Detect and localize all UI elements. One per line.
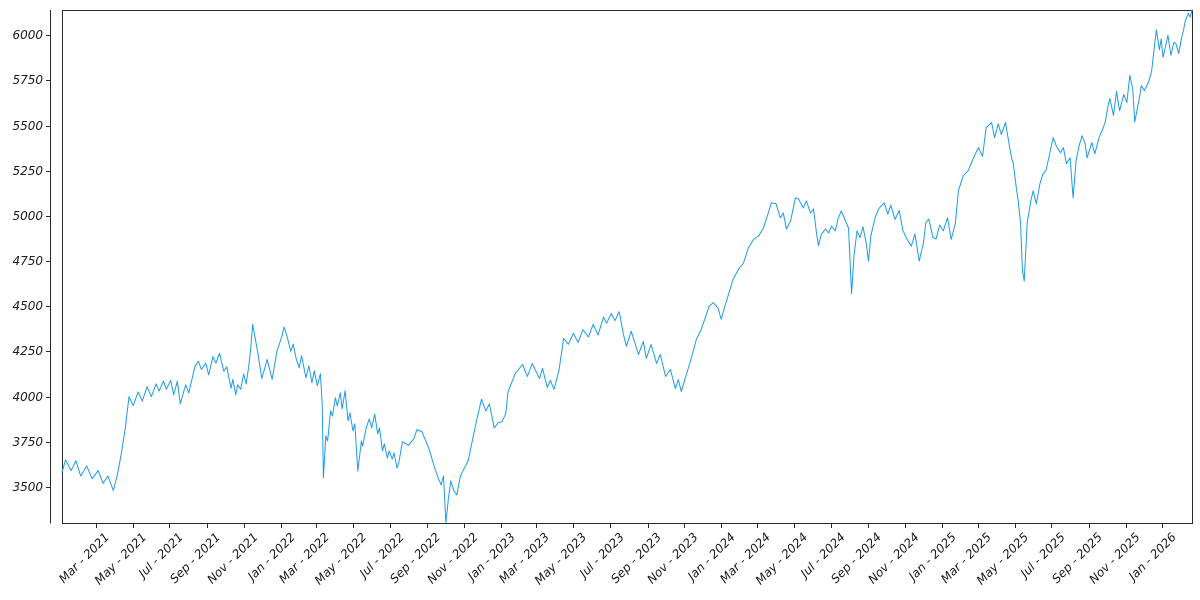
- y-tick-label: 4250: [12, 343, 43, 358]
- y-tick-label: 4000: [12, 389, 43, 404]
- y-tick-label: 5000: [12, 208, 43, 223]
- y-tick-label: 5250: [12, 163, 43, 178]
- y-tick-label: 4500: [12, 298, 43, 313]
- y-tick-label: 5750: [12, 72, 43, 87]
- y-tick-label: 3750: [12, 434, 43, 449]
- price-line-series: [61, 9, 1193, 524]
- y-tick-label: 3500: [12, 479, 43, 494]
- y-tick-label: 5500: [12, 118, 43, 133]
- y-tick-label: 4750: [12, 253, 43, 268]
- y-tick-label: 6000: [12, 27, 43, 42]
- plot-border: [62, 10, 1193, 524]
